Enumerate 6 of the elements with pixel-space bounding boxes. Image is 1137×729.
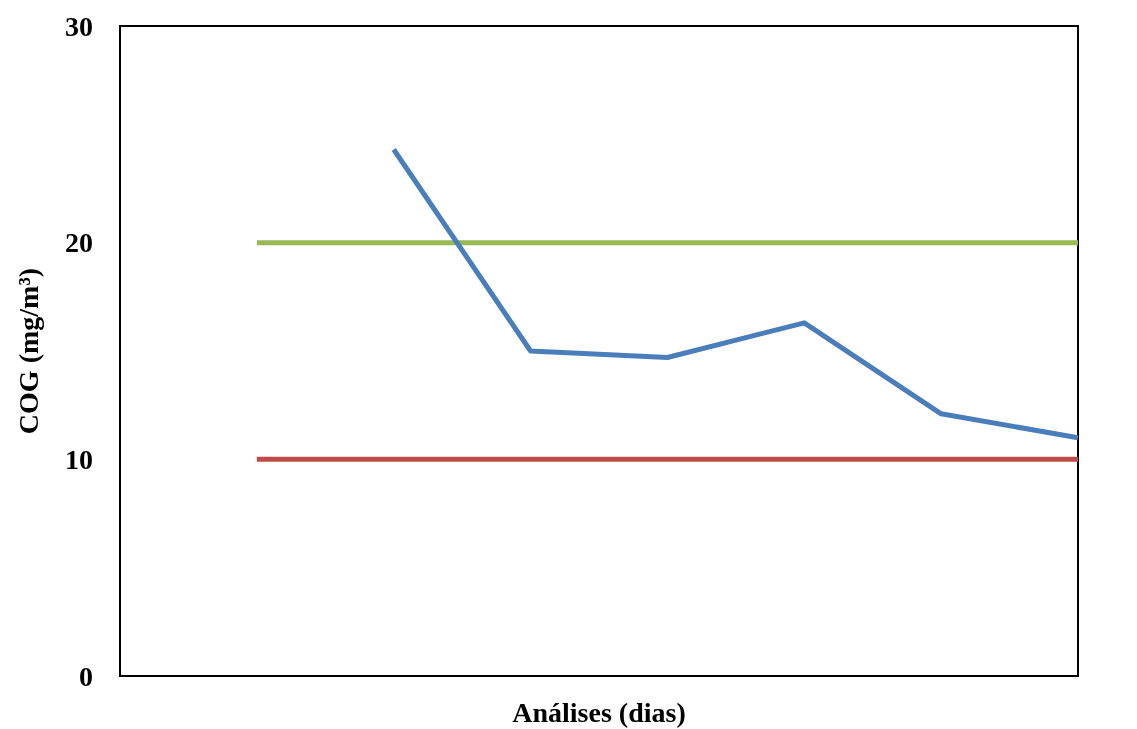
y-tick-label: 30 (65, 10, 93, 42)
y-axis-title: COG (mg/m³) (13, 267, 44, 435)
y-tick-label: 0 (79, 660, 93, 692)
y-tick-label: 20 (65, 227, 93, 259)
x-axis-title: Análises (dias) (512, 697, 686, 728)
y-tick-label: 10 (65, 444, 93, 476)
